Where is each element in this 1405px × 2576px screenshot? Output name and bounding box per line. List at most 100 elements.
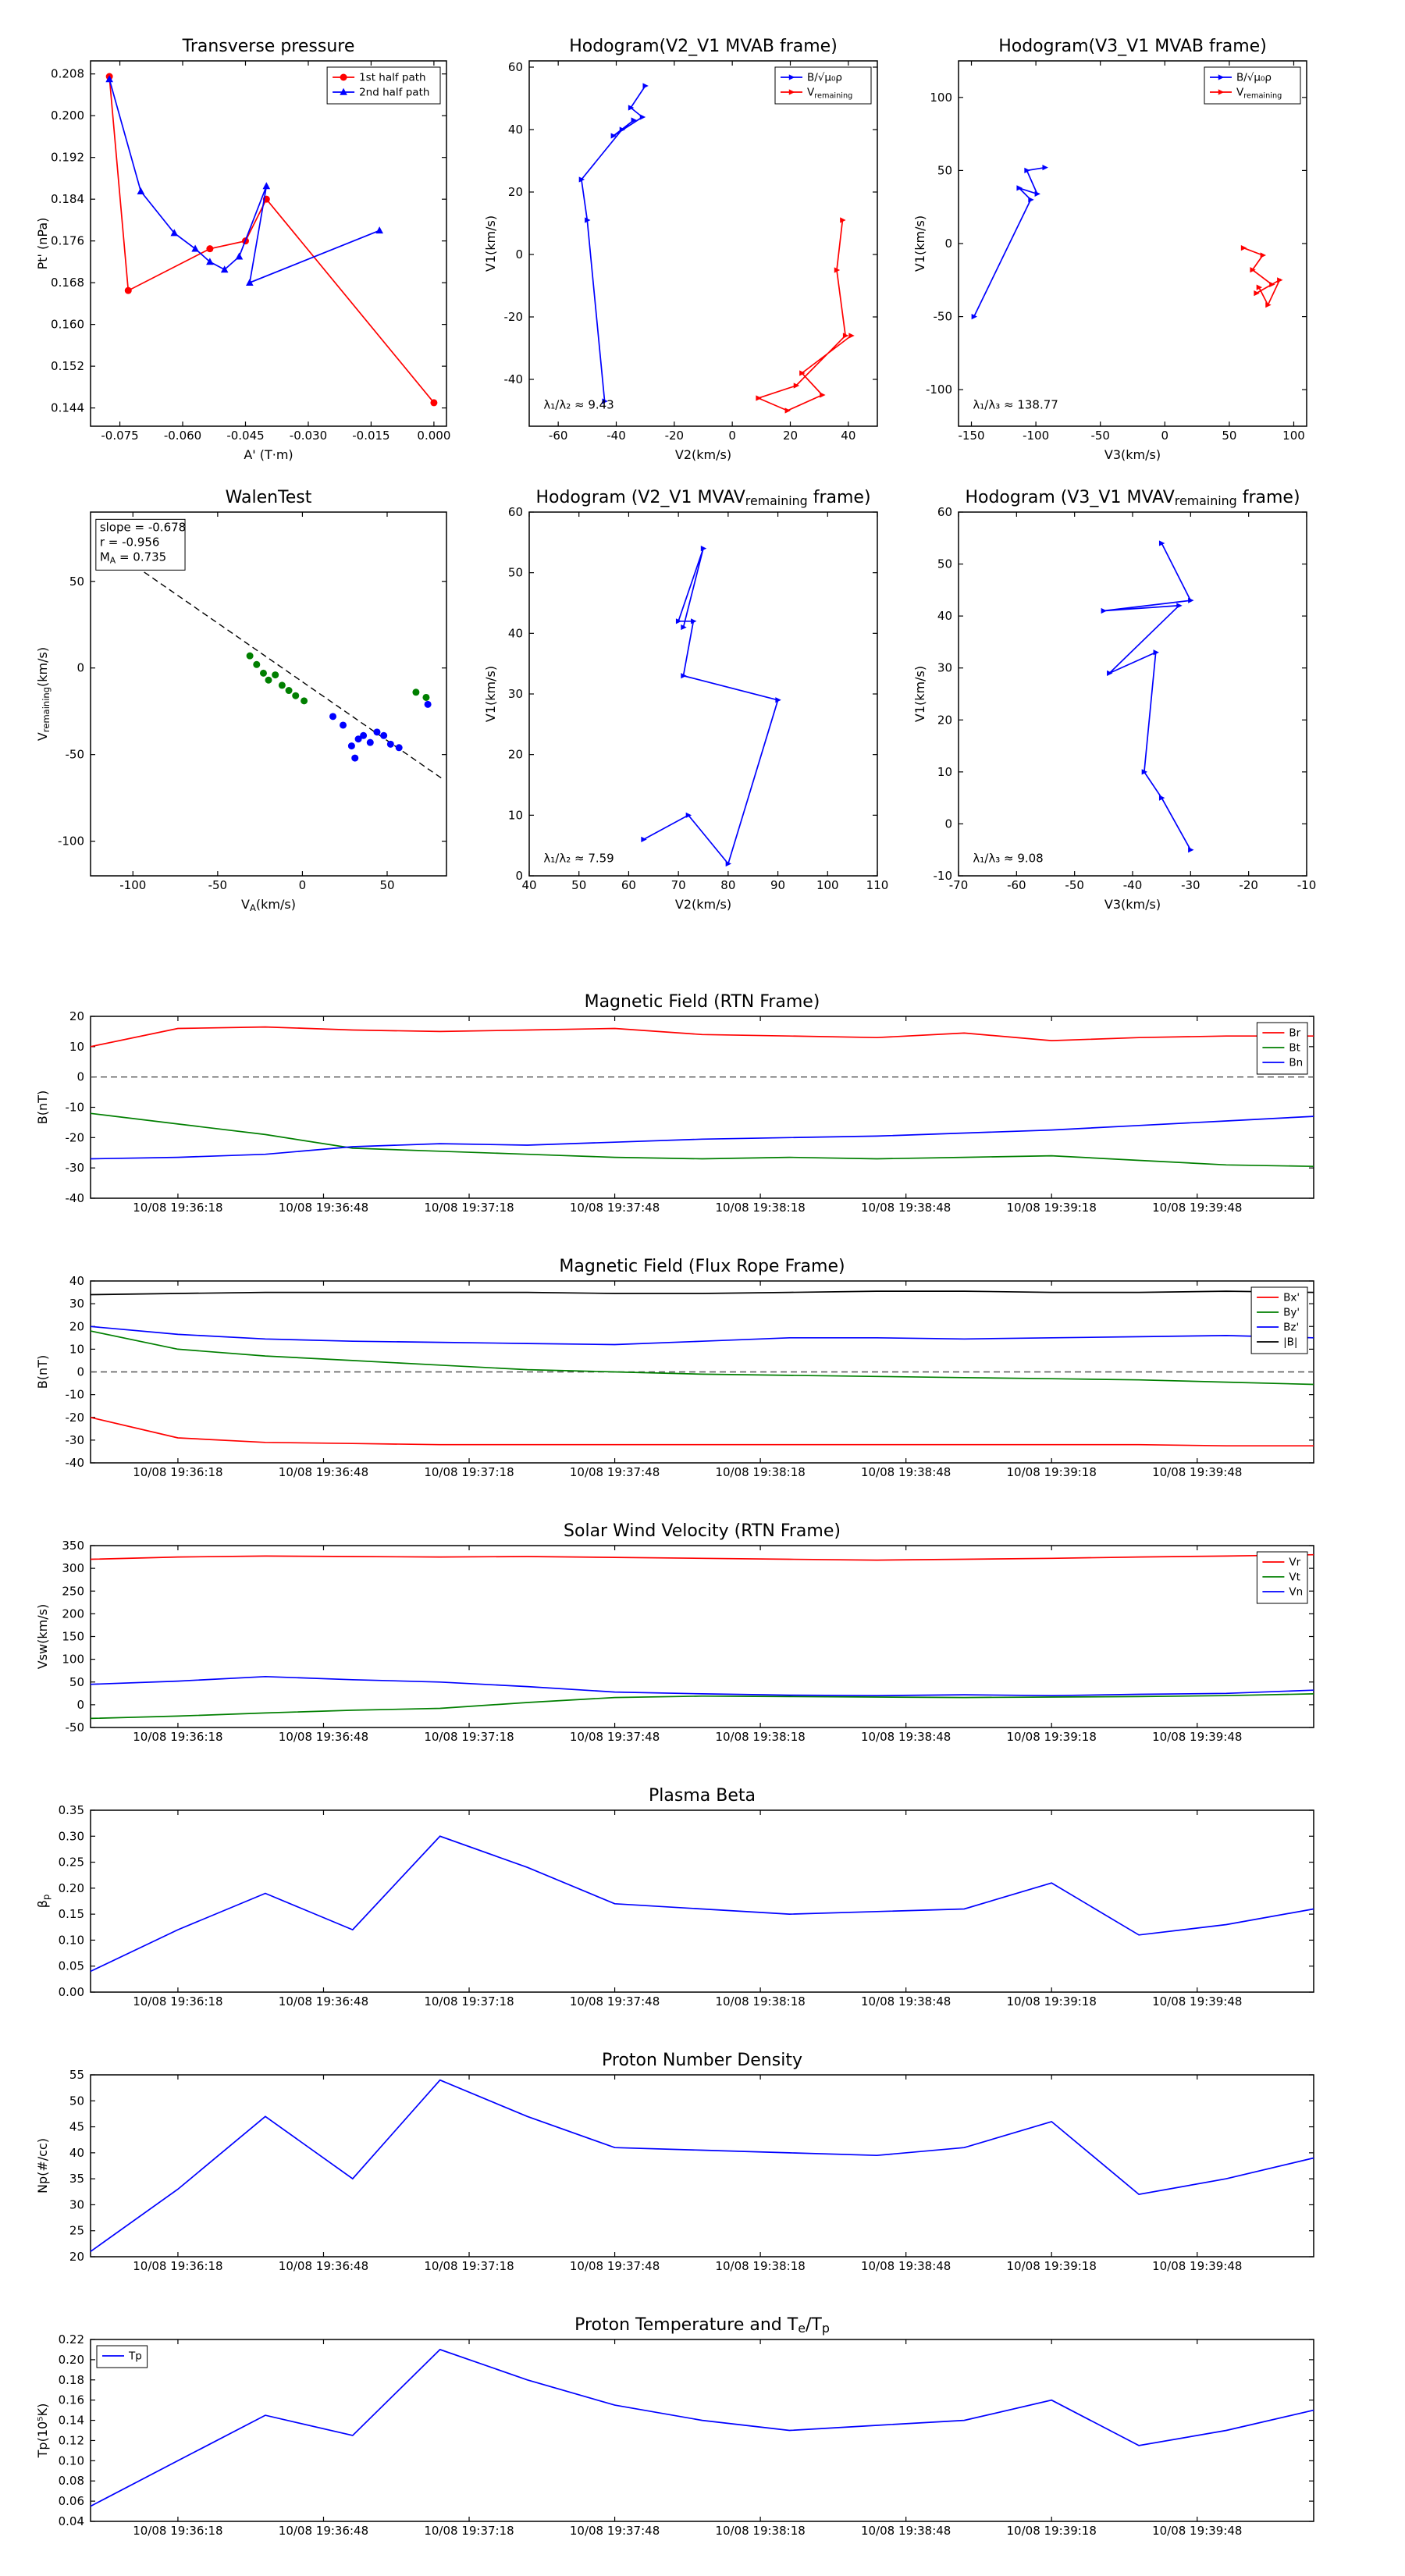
svg-text:0.192: 0.192 [51,151,84,165]
hodogram-v2v1-mvab-legend: B/√μ₀ρ Vremaining [774,66,872,105]
svg-text:10/08 19:39:18: 10/08 19:39:18 [1007,2259,1097,2273]
magnetic-flux-rope-series-bz-prime [90,1325,1314,1346]
transverse-pressure-chart: -0.075 -0.060 -0.045 -0.030 -0.015 0.000 0.144… [35,37,450,462]
walen-test-chart: -100 -50 0 50 -100 -50 0 50 WalenTest VA(km/s) Vre… [35,488,447,913]
svg-text:-10: -10 [66,1101,85,1115]
svg-text:-30: -30 [66,1161,85,1175]
svg-text:40: 40 [69,1274,84,1288]
svg-text:0.16: 0.16 [59,2393,84,2407]
proton-number-density-ylabel: Np(#/cc) [35,2138,50,2194]
svg-text:-40: -40 [504,372,524,386]
svg-text:60: 60 [508,505,523,519]
svg-text:-0.075: -0.075 [101,429,138,443]
hodogram-v3v1-mvav-ylabel: V1(km/s) [913,666,927,722]
svg-text:250: 250 [62,1584,84,1598]
svg-text:By': By' [1283,1307,1300,1319]
svg-text:0: 0 [76,1365,84,1379]
svg-text:-50: -50 [1090,429,1110,443]
svg-text:-50: -50 [934,310,953,324]
hodogram-v2v1-mvab-series-b-path [578,83,649,404]
svg-text:10/08 19:39:18: 10/08 19:39:18 [1007,1994,1097,2008]
magnetic-flux-rope-title: Magnetic Field (Flux Rope Frame) [559,1257,845,1276]
svg-text:10/08 19:37:18: 10/08 19:37:18 [424,1994,514,2008]
svg-text:10/08 19:39:48: 10/08 19:39:48 [1152,2524,1242,2538]
svg-text:10/08 19:39:18: 10/08 19:39:18 [1007,1201,1097,1215]
proton-temperature-axes [90,2339,1314,2522]
walen-test-annotation-text: slope = -0.678 [100,520,186,534]
svg-text:110: 110 [866,878,889,892]
svg-text:50: 50 [379,878,394,892]
hodogram-v2v1-mvab-title: Hodogram(V2_V1 MVAB frame) [569,37,838,56]
panel-hodogram-v3v1-mvav: -70 -60 -50 -40 -30 -20 -10 -10 0 10 20 30 40 50 60 Hod… [912,475,1350,926]
transverse-pressure-series-first-half-path [105,73,438,407]
hodogram-v3v1-mvab-xlabel: V3(km/s) [1104,447,1161,462]
svg-text:0.22: 0.22 [59,2332,84,2347]
svg-text:30: 30 [937,661,952,675]
svg-text:10/08 19:37:18: 10/08 19:37:18 [424,2524,514,2538]
svg-text:100: 100 [930,91,952,105]
svg-text:40: 40 [69,2146,84,2160]
hodogram-v2v1-mvab-annotation-text: λ₁/λ₂ ≈ 9.43 [543,398,614,412]
svg-text:0.18: 0.18 [59,2373,84,2387]
magnetic-rtn-chart: 10/08 19:36:18 10/08 19:36:48 10/08 19:37:… [35,992,1314,1215]
svg-text:-30: -30 [66,1433,85,1447]
panel-proton-temperature: 10/08 19:36:18 10/08 19:36:48 10/08 19:37:… [16,2308,1389,2566]
svg-text:30: 30 [69,1297,84,1311]
panel-solar-wind-velocity: 10/08 19:36:18 10/08 19:36:48 10/08 19:37:… [16,1514,1389,1761]
svg-text:50: 50 [69,1675,84,1689]
svg-text:10/08 19:36:18: 10/08 19:36:18 [133,2524,222,2538]
svg-text:10/08 19:36:18: 10/08 19:36:18 [133,1994,222,2008]
proton-number-density-title: Proton Number Density [602,2051,802,2070]
svg-text:50: 50 [937,163,952,177]
solar-wind-velocity-ylabel: Vsw(km/s) [35,1604,50,1669]
svg-text:1st half path: 1st half path [359,72,426,84]
svg-text:10/08 19:39:48: 10/08 19:39:48 [1152,1201,1242,1215]
walen-test-axes [90,511,447,877]
magnetic-flux-rope-legend: Bx' By' Bz' |B| [1250,1286,1308,1354]
solar-wind-velocity-axes [90,1545,1314,1728]
hodogram-v3v1-mvab-series-b-path [971,165,1048,320]
hodogram-v2v1-mvav-title: Hodogram (V2_V1 MVAVremaining frame) [535,488,870,508]
svg-text:-50: -50 [66,748,85,762]
svg-text:-10: -10 [934,869,953,883]
svg-text:20: 20 [69,2250,84,2264]
proton-number-density-axes [90,2074,1314,2258]
walen-test-ylabel: Vremaining(km/s) [35,647,52,741]
svg-text:0.30: 0.30 [59,1829,84,1843]
hodogram-v2v1-mvab-ylabel: V1(km/s) [484,215,498,272]
panel-hodogram-v2v1-mvav: 40 50 60 70 80 90 100 110 0 10 20 30 40 50 60 Hodogram … [483,475,909,926]
svg-text:70: 70 [671,878,686,892]
svg-text:20: 20 [783,429,798,443]
plasma-beta-axes [90,1809,1314,1993]
hodogram-v2v1-mvav-series-v-path [641,546,781,867]
svg-text:10/08 19:38:48: 10/08 19:38:48 [861,1730,951,1744]
svg-text:Bx': Bx' [1283,1292,1300,1304]
svg-text:0.08: 0.08 [59,2474,84,2488]
svg-text:50: 50 [937,557,952,571]
svg-text:-150: -150 [958,429,984,443]
svg-text:40: 40 [508,626,523,640]
plasma-beta-ylabel: βp [35,1895,52,1909]
magnetic-rtn-title: Magnetic Field (RTN Frame) [585,992,820,1012]
svg-text:10: 10 [69,1040,84,1054]
svg-text:20: 20 [937,713,952,727]
svg-text:10/08 19:38:18: 10/08 19:38:18 [715,1465,805,1479]
svg-text:0.20: 0.20 [59,2353,84,2367]
svg-text:0: 0 [944,817,952,831]
svg-text:-20: -20 [66,1130,85,1144]
proton-temperature-ylabel: Tp(10⁵K) [35,2403,50,2459]
walen-test-annotation-text: MA = 0.735 [100,550,166,565]
svg-text:10/08 19:36:48: 10/08 19:36:48 [279,1730,368,1744]
magnetic-rtn-series-bt [90,1112,1314,1168]
panel-hodogram-v2v1-mvab: -60 -40 -20 0 20 40 -40 -20 0 20 40 60 Hodogram(V2_V… [483,23,909,462]
solar-wind-velocity-legend: Vr Vt Vn [1256,1551,1308,1604]
transverse-pressure-xlabel: A' (T·m) [244,447,293,462]
svg-text:60: 60 [937,505,952,519]
svg-text:Vn: Vn [1289,1586,1303,1599]
magnetic-flux-rope-series-b-magnitude [90,1290,1314,1296]
walen-test-annotation-text: r = -0.956 [100,535,160,549]
svg-text:-100: -100 [58,834,84,849]
svg-text:350: 350 [62,1539,84,1553]
svg-text:10/08 19:37:18: 10/08 19:37:18 [424,1465,514,1479]
proton-temperature-legend: Tp [96,2345,148,2368]
